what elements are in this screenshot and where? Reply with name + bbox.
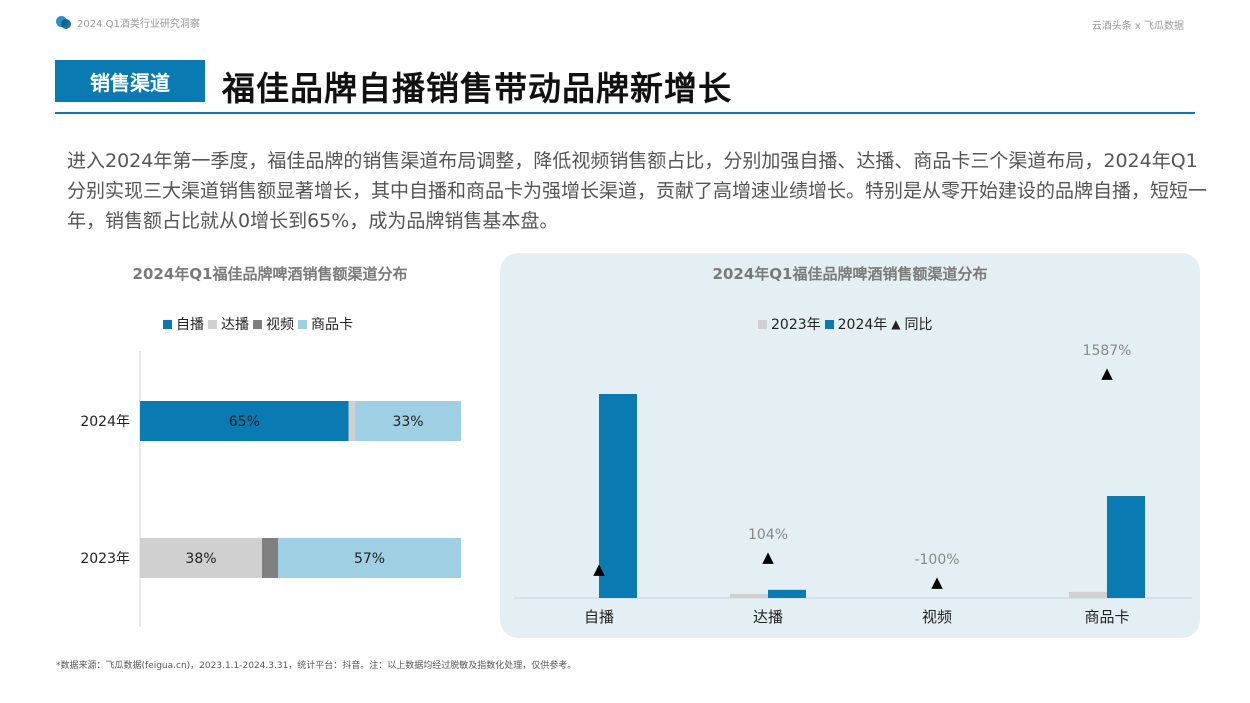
category-label: 2024年 [80,414,130,430]
footnote: *数据来源：飞瓜数据(feigua.cn)，2023.1.1-2024.3.31… [56,661,577,671]
triangle-marker-icon: ▲ [891,317,901,331]
legend-label: 2024年 [837,317,888,333]
left-chart-legend: 自播 达播 视频 商品卡 [163,314,353,334]
right-grouped-bar-chart: 自播 ▲ 达播 ▲ 104% 视频 ▲ -100% 商品卡 ▲ 1587% [514,343,1192,626]
bar-segment-product-card-2023 [278,538,461,578]
legend-item-2024: 2024年 [824,314,888,334]
legend-swatch [253,319,262,329]
yoy-data-label: -100% [914,552,959,568]
left-stacked-bar-chart: 65% 33% 2024年 38% 57% 2023年 [80,351,461,627]
bar-data-label: 38% [185,551,216,567]
bar-2024 [768,589,806,598]
legend-item-influencer: 达播 [208,314,249,334]
legend-swatch [758,319,767,329]
legend-label: 2023年 [771,317,821,333]
legend-label: 自播 [176,317,204,333]
report-header: 2024.Q1酒类行业研究洞察 [56,15,200,30]
legend-label: 达播 [221,317,249,333]
bar-data-label: 33% [392,414,423,430]
legend-item-video: 视频 [253,314,294,334]
bar-2023 [730,593,768,598]
category-label: 商品卡 [1084,608,1129,626]
title-divider [55,112,1195,114]
bar-data-label: 57% [354,551,385,567]
legend-label: 视频 [266,317,294,333]
bar-data-label: 65% [229,414,260,430]
yoy-marker: ▲ [762,548,774,566]
bar-2024 [599,394,637,598]
legend-item-self: 自播 [163,314,204,334]
brand-logo-icon [56,15,71,30]
right-chart-legend: 2023年 2024年 ▲ 同比 [758,314,933,334]
section-tag: 销售渠道 [55,60,205,102]
yoy-marker: ▲ [593,560,605,578]
bar-2024 [1107,496,1145,598]
legend-swatch [163,319,172,329]
bar-segment-self-2024 [140,401,349,441]
page-title: 福佳品牌自播销售带动品牌新增长 [222,69,732,108]
legend-item-yoy: ▲ 同比 [891,314,932,334]
legend-swatch [208,319,217,329]
yoy-marker: ▲ [931,573,943,591]
legend-label: 同比 [904,317,933,333]
legend-label: 商品卡 [311,317,353,333]
bar-segment-product-card-2024 [355,401,461,441]
summary-text: 进入2024年第一季度，福佳品牌的销售渠道布局调整，降低视频销售额占比，分别加强… [67,150,1208,232]
report-title: 2024.Q1酒类行业研究洞察 [77,19,200,30]
legend-swatch [824,319,834,329]
source-brand: 云酒头条 x 飞瓜数据 [1091,21,1184,32]
category-label: 达播 [753,608,783,626]
yoy-data-label: 104% [748,527,788,543]
bar-segment-influencer-2024 [348,401,356,441]
right-chart-title: 2024年Q1福佳品牌啤酒销售额渠道分布 [712,265,988,283]
category-label: 自播 [584,608,614,626]
yoy-data-label: 1587% [1083,343,1132,359]
bar-segment-influencer-2023 [140,538,262,578]
legend-swatch [298,319,307,329]
left-chart-title: 2024年Q1福佳品牌啤酒销售额渠道分布 [132,265,408,283]
bar-2023 [1069,591,1107,598]
legend-item-2023: 2023年 [758,314,821,334]
category-label: 视频 [922,608,952,626]
yoy-marker: ▲ [1101,364,1113,382]
legend-item-product-card: 商品卡 [298,314,353,334]
bar-segment-video-2023 [261,538,279,578]
category-label: 2023年 [80,551,130,567]
